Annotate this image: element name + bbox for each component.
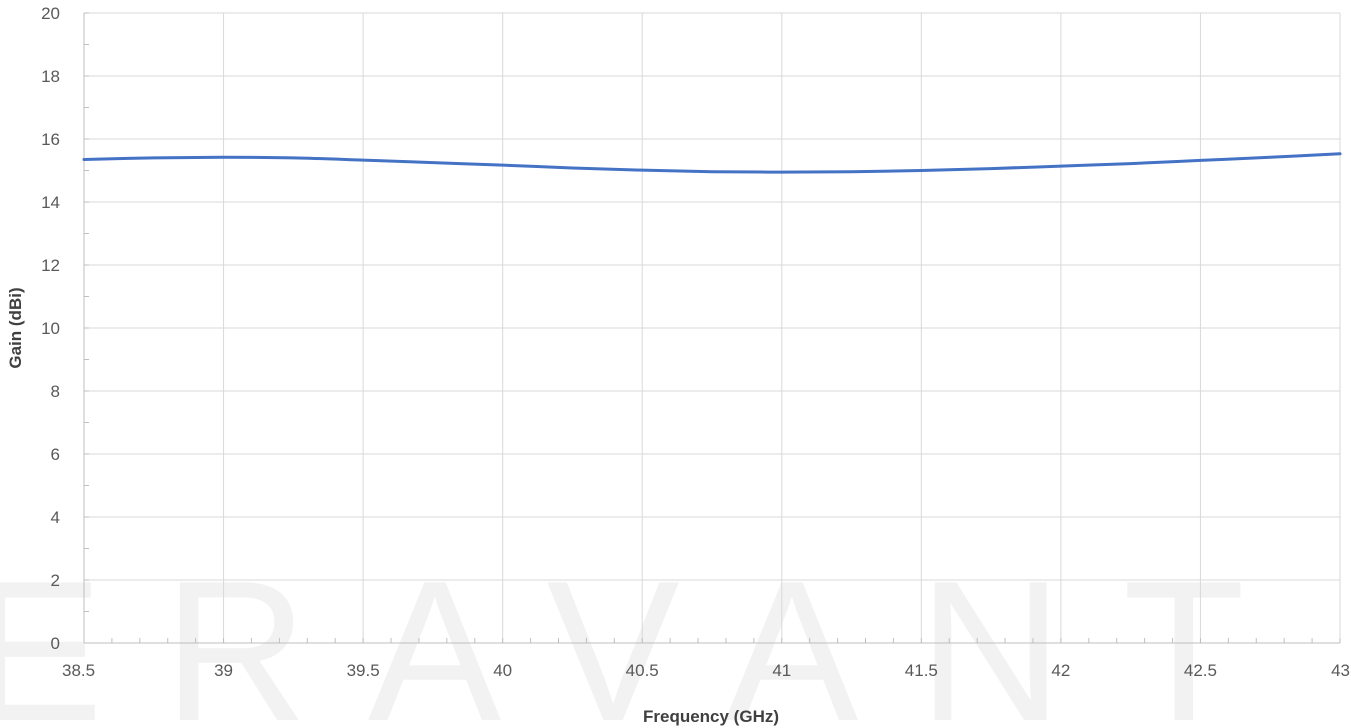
x-tick-label: 40 [493,661,512,680]
y-tick-label: 2 [51,571,60,590]
x-tick-label: 41.5 [905,661,938,680]
x-tick-label: 39 [214,661,233,680]
series-line [82,152,1342,174]
axes [83,12,1341,644]
grid-lines [84,12,1341,643]
y-tick-label: 12 [41,256,60,275]
x-tick-label: 42 [1051,661,1070,680]
series-group [82,152,1342,174]
x-tick-label: 43 [1331,661,1350,680]
x-tick-label: 41 [772,661,791,680]
x-tick-label: 39.5 [347,661,380,680]
y-tick-labels: 0 2 4 6 8 10 12 14 16 18 20 [41,4,60,653]
y-tick-label: 14 [41,193,60,212]
x-tick-label: 38.5 [62,661,95,680]
x-tick-label: 42.5 [1184,661,1217,680]
x-tick-labels: 38.5 39 39.5 40 40.5 41 41.5 42 42.5 43 [62,661,1350,680]
y-axis-title: Gain (dBi) [6,287,25,368]
y-tick-label: 8 [51,382,60,401]
x-tick-label: 40.5 [626,661,659,680]
y-tick-label: 20 [41,4,60,23]
y-tick-label: 4 [51,508,60,527]
watermark: ERAVANT [0,540,1305,728]
y-tick-label: 6 [51,445,60,464]
y-tick-label: 16 [41,130,60,149]
x-axis-title: Frequency (GHz) [643,707,779,726]
y-tick-label: 10 [41,319,60,338]
y-tick-label: 0 [51,634,60,653]
y-tick-label: 18 [41,67,60,86]
